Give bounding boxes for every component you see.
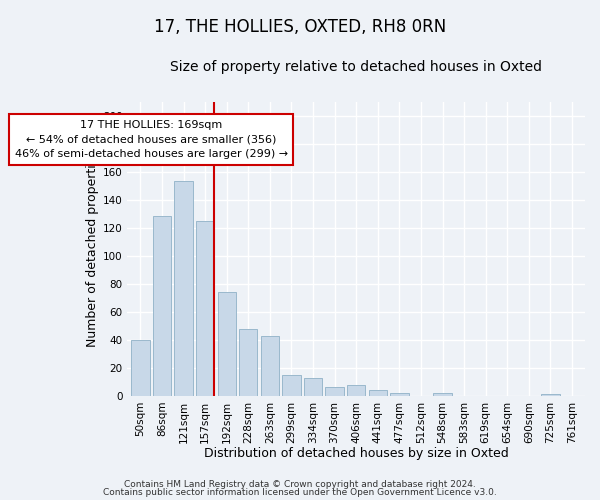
Bar — [153, 216, 171, 396]
Bar — [196, 220, 214, 396]
Bar — [175, 182, 193, 396]
Bar — [368, 390, 387, 396]
X-axis label: Distribution of detached houses by size in Oxted: Distribution of detached houses by size … — [204, 447, 509, 460]
Bar — [218, 292, 236, 396]
Y-axis label: Number of detached properties: Number of detached properties — [86, 150, 98, 347]
Text: 17, THE HOLLIES, OXTED, RH8 0RN: 17, THE HOLLIES, OXTED, RH8 0RN — [154, 18, 446, 36]
Text: Contains HM Land Registry data © Crown copyright and database right 2024.: Contains HM Land Registry data © Crown c… — [124, 480, 476, 489]
Title: Size of property relative to detached houses in Oxted: Size of property relative to detached ho… — [170, 60, 542, 74]
Bar — [131, 340, 149, 396]
Text: 17 THE HOLLIES: 169sqm
← 54% of detached houses are smaller (356)
46% of semi-de: 17 THE HOLLIES: 169sqm ← 54% of detached… — [14, 120, 288, 160]
Bar — [433, 393, 452, 396]
Bar — [261, 336, 279, 396]
Text: Contains public sector information licensed under the Open Government Licence v3: Contains public sector information licen… — [103, 488, 497, 497]
Bar — [541, 394, 560, 396]
Bar — [347, 384, 365, 396]
Bar — [304, 378, 322, 396]
Bar — [282, 375, 301, 396]
Bar — [239, 328, 257, 396]
Bar — [390, 393, 409, 396]
Bar — [325, 388, 344, 396]
